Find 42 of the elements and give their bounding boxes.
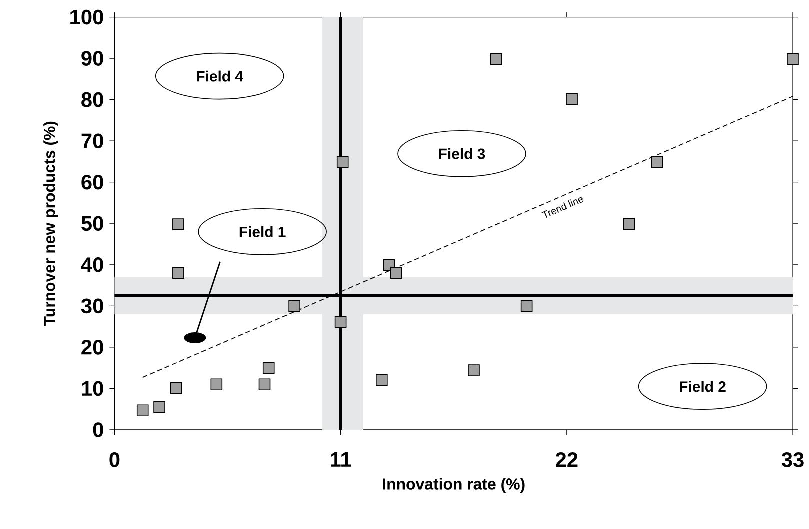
point	[262, 362, 275, 374]
point	[258, 378, 271, 390]
point	[170, 382, 182, 394]
point	[172, 218, 184, 230]
point	[136, 404, 149, 416]
x-tick-label: 0	[110, 452, 120, 468]
point	[787, 53, 799, 66]
point	[566, 94, 578, 106]
y-tick-label: 90	[82, 51, 104, 66]
x-tick-label: 11	[331, 452, 352, 467]
annotation: Field 4	[197, 70, 244, 82]
point	[376, 374, 388, 386]
point	[468, 364, 480, 376]
annotation: Field 2	[680, 381, 726, 392]
y-tick-label: 30	[81, 298, 104, 314]
y-tick-label: 50	[82, 216, 104, 232]
point	[154, 401, 166, 414]
point	[623, 218, 636, 230]
point	[172, 267, 184, 280]
x-axis-title: Innovation rate (%)	[383, 478, 525, 494]
x-tick-label: 33	[782, 452, 804, 468]
y-tick-label: 60	[82, 174, 104, 190]
y-axis-title: Turnover new products (%)	[44, 122, 58, 326]
point	[520, 300, 533, 312]
y-tick-label: 40	[81, 258, 104, 272]
point	[334, 316, 347, 328]
point	[210, 378, 223, 390]
point	[336, 156, 349, 168]
point	[390, 267, 402, 280]
point	[490, 53, 502, 66]
y-tick-label: 100	[70, 10, 104, 25]
y-tick-label: 70	[82, 134, 104, 148]
annotation: Field 3	[439, 148, 486, 160]
x-tick-label: 22	[556, 452, 578, 468]
annotation: Field 1	[240, 226, 286, 238]
y-tick-label: 0	[93, 422, 104, 438]
point	[288, 300, 300, 312]
text: Trend line	[542, 198, 584, 218]
y-tick-label: 80	[82, 92, 104, 108]
y-tick-label: 20	[82, 340, 104, 355]
y-tick-label: 10	[82, 381, 104, 396]
point	[651, 156, 664, 168]
